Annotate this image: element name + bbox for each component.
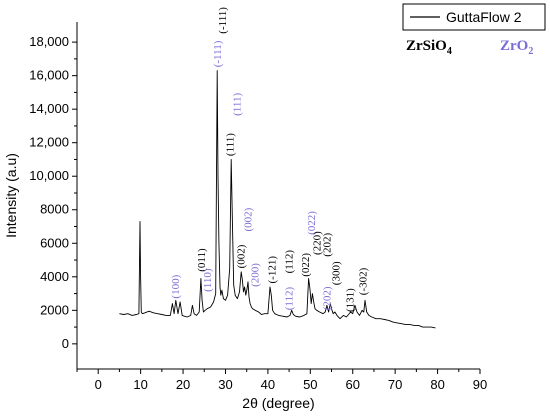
- x-tick-label: 90: [473, 377, 487, 392]
- peak-label: (202): [321, 286, 333, 310]
- peak-label: (002): [236, 244, 248, 268]
- y-tick-label: 0: [62, 336, 69, 351]
- y-axis-title: Intensity (a.u): [3, 153, 19, 238]
- x-tick-label: 50: [303, 377, 317, 392]
- y-tick-label: 4000: [40, 269, 69, 284]
- peak-label: (111): [224, 133, 236, 156]
- peak-label: (202): [321, 233, 333, 257]
- peak-label: (-302): [358, 267, 370, 295]
- peak-label: (100): [170, 274, 182, 298]
- peak-label: (110): [202, 268, 214, 292]
- peak-label: (011): [196, 248, 208, 272]
- legend-label: GuttaFlow 2: [446, 9, 522, 25]
- x-axis-title: 2θ (degree): [242, 395, 314, 411]
- phase-label-zro2: ZrO2: [500, 38, 533, 57]
- y-tick-label: 2000: [40, 302, 69, 317]
- x-tick-label: 80: [430, 377, 444, 392]
- peak-label: (-111): [217, 7, 229, 34]
- x-tick-label: 60: [346, 377, 360, 392]
- x-tick-label: 10: [133, 377, 147, 392]
- peak-label: (022): [300, 253, 312, 277]
- peak-label: (-111): [212, 40, 224, 67]
- x-tick-label: 0: [95, 377, 102, 392]
- y-tick-label: 18,000: [29, 34, 69, 49]
- y-tick-label: 8000: [40, 202, 69, 217]
- phase-subscript: 2: [528, 46, 533, 57]
- y-tick-label: 14,000: [29, 101, 69, 116]
- peak-label: (200): [249, 263, 261, 287]
- peak-label: (022): [306, 211, 318, 235]
- peak-label: (300): [330, 261, 342, 285]
- x-tick-label: 70: [388, 377, 402, 392]
- y-tick-label: 10,000: [29, 168, 69, 183]
- peak-label: (-121): [267, 256, 279, 284]
- peak-label: (112): [284, 250, 296, 274]
- phase-subscript: 4: [447, 46, 452, 57]
- peak-label: (131): [344, 288, 356, 312]
- phase-label-zrsio4: ZrSiO4: [406, 38, 452, 57]
- phase-name: ZrO: [500, 38, 528, 54]
- x-tick-label: 30: [218, 377, 232, 392]
- peak-label: (002): [243, 207, 255, 231]
- series-line-guttaflow-2: [119, 70, 436, 329]
- y-tick-label: 16,000: [29, 68, 69, 83]
- peak-label: (220): [311, 231, 323, 255]
- y-tick-label: 12,000: [29, 135, 69, 150]
- x-tick-label: 20: [176, 377, 190, 392]
- x-tick-label: 40: [261, 377, 275, 392]
- peak-label: (111): [232, 93, 244, 116]
- phase-name: ZrSiO: [406, 38, 447, 54]
- peak-label: (112): [284, 287, 296, 311]
- y-tick-label: 6000: [40, 235, 69, 250]
